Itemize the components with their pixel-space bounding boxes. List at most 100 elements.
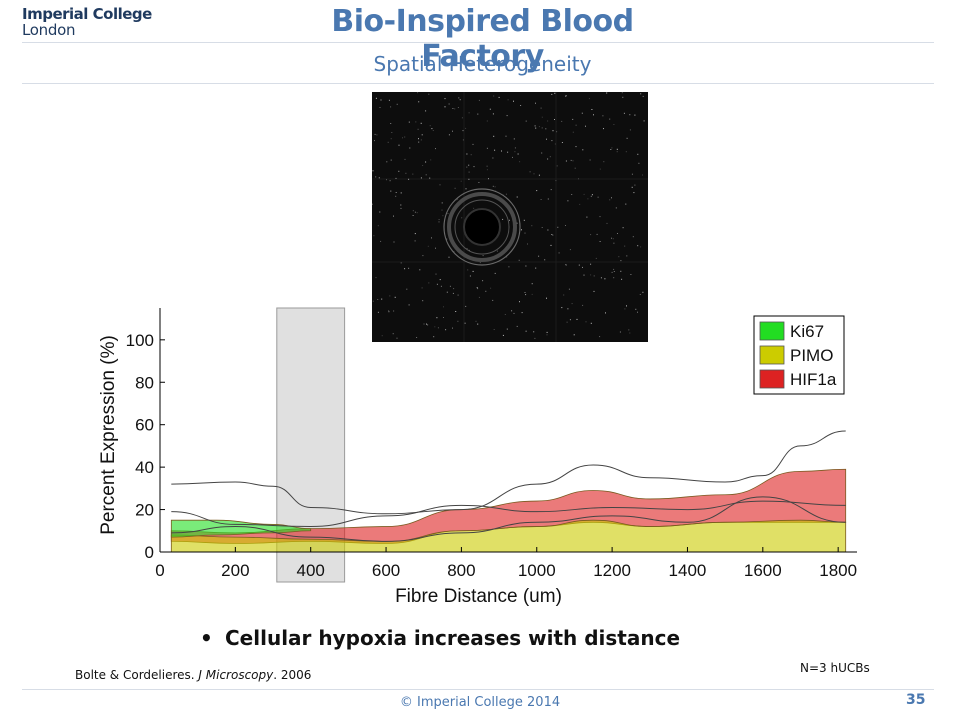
- speckle: [596, 233, 598, 235]
- speckle: [565, 264, 567, 265]
- y-tick-label: 80: [135, 373, 154, 392]
- speckle: [446, 238, 448, 240]
- speckle: [626, 305, 627, 307]
- speckle: [585, 321, 587, 323]
- speckle: [404, 136, 406, 138]
- speckle: [377, 225, 379, 227]
- x-axis-label: Fibre Distance (um): [395, 586, 562, 607]
- speckle: [425, 161, 427, 163]
- speckle: [593, 275, 595, 277]
- speckle: [464, 322, 466, 324]
- speckle: [570, 159, 572, 161]
- speckle: [599, 241, 601, 242]
- speckle: [492, 157, 494, 159]
- speckle: [638, 162, 640, 164]
- speckle: [493, 135, 495, 137]
- speckle: [613, 124, 615, 125]
- speckle: [434, 326, 436, 328]
- speckle: [574, 167, 576, 169]
- speckle: [404, 158, 406, 160]
- speckle: [389, 295, 391, 297]
- speckle: [458, 97, 460, 99]
- speckle: [566, 321, 568, 323]
- speckle: [600, 277, 602, 279]
- speckle: [501, 150, 502, 152]
- speckle: [457, 107, 459, 108]
- speckle: [462, 139, 464, 141]
- speckle: [439, 184, 441, 186]
- speckle: [377, 299, 379, 300]
- speckle: [375, 176, 377, 178]
- x-tick-label: 800: [447, 561, 475, 580]
- speckle: [521, 229, 522, 231]
- speckle: [390, 138, 392, 140]
- y-tick-label: 100: [126, 331, 154, 350]
- speckle: [475, 320, 477, 322]
- speckle: [502, 334, 504, 336]
- speckle: [546, 297, 547, 299]
- speckle: [606, 92, 608, 94]
- y-tick-label: 60: [135, 416, 154, 435]
- speckle: [545, 128, 547, 130]
- bullet-text: Cellular hypoxia increases with distance: [225, 626, 681, 650]
- speckle: [549, 156, 551, 158]
- speckle: [561, 307, 563, 309]
- speckle: [392, 333, 394, 335]
- speckle: [538, 174, 540, 176]
- speckle: [388, 310, 390, 312]
- speckle: [613, 242, 615, 244]
- speckle: [576, 318, 578, 320]
- citation: Bolte & Cordelieres. J Microscopy. 2006: [75, 668, 311, 682]
- speckle: [591, 109, 593, 110]
- speckle: [412, 173, 414, 175]
- speckle: [390, 190, 392, 192]
- speckle: [402, 137, 403, 139]
- speckle: [492, 185, 494, 187]
- speckle: [372, 170, 374, 172]
- speckle: [449, 285, 451, 287]
- speckle: [575, 124, 577, 126]
- speckle: [479, 262, 481, 264]
- speckle: [478, 296, 480, 298]
- speckle: [565, 160, 567, 162]
- speckle: [425, 110, 427, 112]
- speckle: [440, 285, 442, 287]
- speckle: [431, 237, 432, 239]
- speckle: [425, 174, 427, 176]
- speckle: [567, 308, 569, 310]
- speckle: [432, 130, 434, 131]
- citation-authors: Bolte & Cordelieres.: [75, 668, 199, 682]
- speckle: [395, 195, 397, 197]
- speckle: [486, 147, 488, 149]
- speckle: [546, 138, 547, 140]
- speckle: [557, 226, 559, 228]
- speckle: [541, 127, 543, 129]
- speckle: [427, 324, 429, 326]
- speckle: [492, 113, 494, 115]
- speckle: [465, 305, 467, 307]
- speckle: [620, 260, 622, 262]
- speckle: [552, 234, 554, 236]
- speckle: [547, 229, 549, 231]
- speckle: [605, 312, 606, 314]
- speckle: [372, 300, 374, 302]
- speckle: [544, 259, 546, 261]
- speckle: [599, 336, 601, 338]
- speckle: [551, 140, 553, 142]
- speckle: [593, 290, 595, 292]
- speckle: [374, 140, 375, 142]
- speckle: [621, 92, 623, 94]
- speckle: [629, 114, 631, 116]
- speckle: [625, 151, 627, 153]
- bullet-dot: •: [200, 626, 213, 650]
- speckle: [486, 169, 488, 171]
- speckle: [420, 122, 422, 124]
- speckle: [493, 95, 495, 97]
- y-tick-label: 20: [135, 501, 154, 520]
- speckle: [556, 131, 558, 133]
- y-tick-label: 40: [135, 458, 154, 477]
- speckle: [465, 188, 467, 190]
- speckle: [587, 198, 589, 200]
- speckle: [427, 245, 429, 247]
- speckle: [639, 294, 641, 295]
